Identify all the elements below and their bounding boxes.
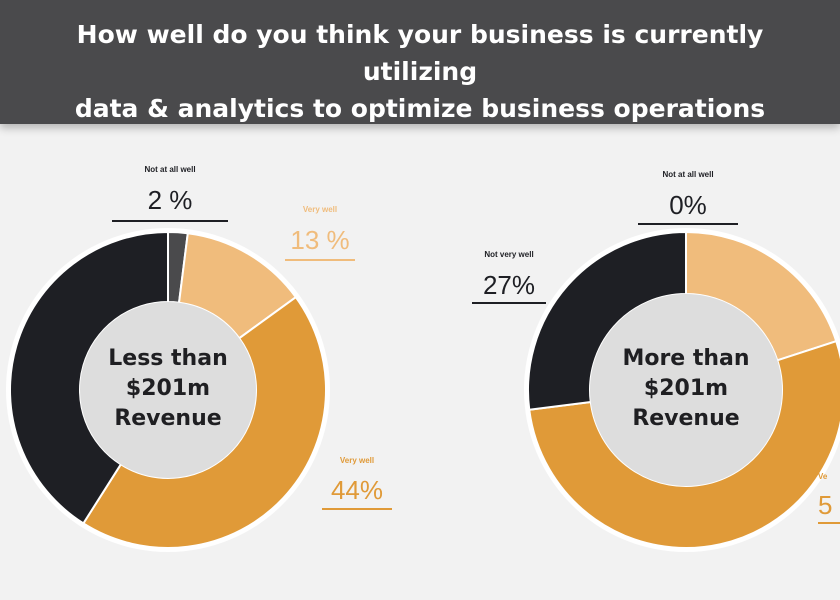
- donut-2-slice-4-underline: [472, 302, 546, 304]
- donut-2-center-line-1: More than: [622, 346, 750, 371]
- donut-2-slice-3-category-label: Ve: [818, 472, 828, 481]
- donut-1-center-line-3: Revenue: [114, 406, 222, 431]
- donut-1-slice-3-underline: [322, 508, 392, 510]
- donut-2-slice-1-category-label: Not at all well: [662, 170, 714, 179]
- title-banner: How well do you think your business is c…: [0, 0, 840, 124]
- donut-2-slice-4-category-label: Not very well: [484, 250, 534, 259]
- title-line-2: data & analytics to optimize business op…: [74, 94, 766, 123]
- donut-1-center: [80, 302, 256, 478]
- donut-1-slice-1-underline: [112, 220, 228, 222]
- donut-2-slice-4-value-label: 27%: [482, 270, 536, 300]
- donut-1-slice-2-category-label: Very well: [302, 205, 338, 214]
- donut-2-slice-3-underline: [818, 522, 840, 524]
- donut-1-slice-2-underline: [285, 259, 355, 261]
- donut-2-center-label: More than $201m Revenue: [606, 344, 766, 434]
- donut-2-slice-1-underline: [638, 223, 738, 225]
- donut-1-center-label: Less than $201m Revenue: [88, 344, 248, 434]
- donut-2-center: [590, 294, 782, 486]
- donut-1-slice-2-value-label: 13 %: [290, 225, 350, 255]
- donut-1-slice-3-value-label: 44%: [330, 475, 384, 505]
- chart-title: How well do you think your business is c…: [20, 16, 820, 127]
- donut-2-center-line-3: Revenue: [632, 406, 740, 431]
- donut-1-center-line-2: $201m: [125, 376, 211, 401]
- donut-2-slice-1-value-label: 0%: [669, 190, 707, 220]
- donut-2-center-line-2: $201m: [643, 376, 729, 401]
- donut-1-slice-1-category-label: Not at all well: [144, 165, 196, 174]
- donut-1-slice-3-category-label: Very well: [339, 456, 375, 465]
- donut-1-slice-1-value-label: 2 %: [147, 185, 193, 215]
- title-line-1: How well do you think your business is c…: [76, 20, 764, 86]
- donut-2-slice-3-value-label: 5: [818, 490, 833, 520]
- donut-1-center-line-1: Less than: [108, 346, 228, 371]
